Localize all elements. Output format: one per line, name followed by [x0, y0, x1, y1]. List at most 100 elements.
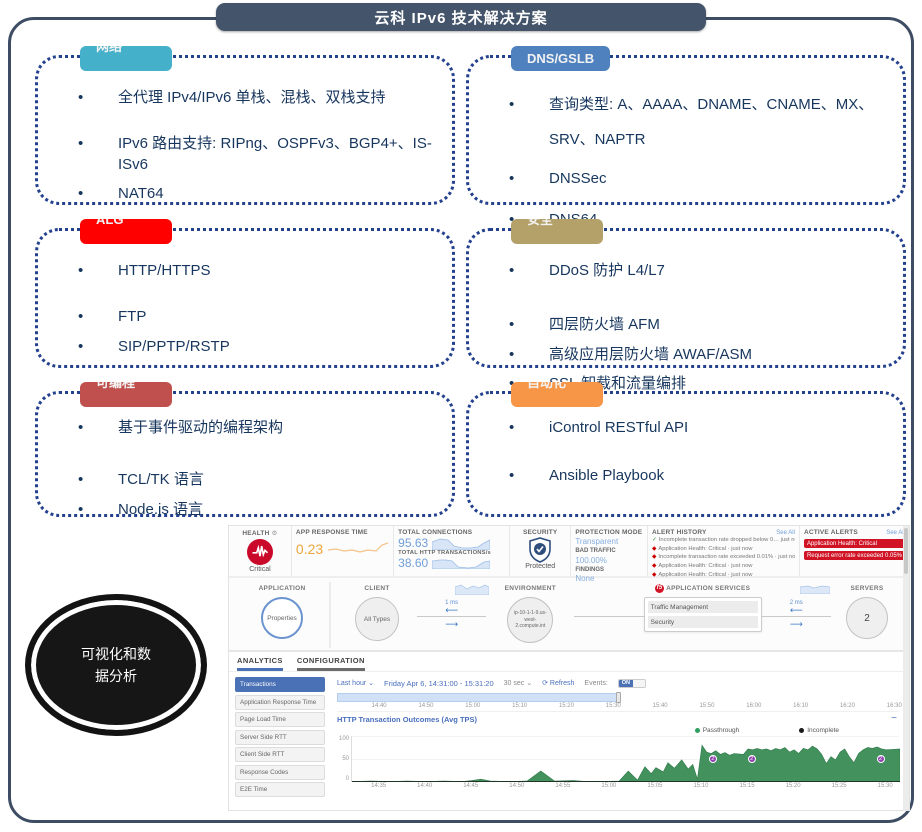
bullet-item: Node.js 语言: [78, 500, 434, 521]
timeline-handle[interactable]: [616, 692, 621, 703]
environment-node[interactable]: ip-10-1-1-9.us-west-2.compute.int: [507, 597, 554, 643]
client-node[interactable]: All Types: [355, 597, 399, 641]
sidebar-item-response-codes[interactable]: Response Codes: [235, 764, 325, 780]
timeline-tick-label: 16:30: [886, 703, 902, 709]
client-column: CLIENT All Types: [337, 582, 417, 648]
toggle-knob: [633, 679, 646, 687]
dns-gslb-tab: DNS/GSLB: [511, 46, 611, 71]
app-response-time-label: APP RESPONSE TIME: [295, 529, 368, 536]
environment-services-link: [574, 582, 644, 648]
protection-mode-panel: PROTECTION MODE Transparent BAD TRAFFIC …: [571, 526, 648, 583]
range-dropdown[interactable]: Last hour ⌄: [337, 680, 374, 687]
programmable-tab-label: 可编程: [96, 382, 136, 390]
sidebar-item-e2e-time[interactable]: E2E Time: [235, 782, 325, 797]
bullet-item: Ansible Playbook: [509, 466, 885, 487]
bullet-item: 查询类型: A、AAAA、DNAME、CNAME、MX、SRV、NAPTR: [509, 88, 885, 157]
sidebar-item-client-side-rtt[interactable]: Client Side RTT: [235, 747, 325, 762]
x-axis: 14:35 14:40 14:45 14:50 14:55 15:00 15:05 15:10…: [351, 782, 899, 790]
service-item-security[interactable]: Security: [647, 616, 758, 628]
timeline-tick-label: 15:10: [512, 703, 528, 709]
x-tick-label: 14:55: [555, 783, 571, 789]
sidebar-item-transactions[interactable]: Transactions: [235, 677, 325, 692]
events-toggle[interactable]: ON: [617, 678, 647, 688]
event-marker[interactable]: 2: [876, 755, 885, 763]
sidebar-item-application-response-time[interactable]: Application Response Time: [235, 694, 325, 710]
legend-incomplete: Incomplete: [799, 727, 839, 734]
feature-box-network: 网络 全代理 IPv4/IPv6 单栈、混栈、双栈支持 IPv6 路由支持: R…: [35, 46, 455, 205]
interval-dropdown[interactable]: 30 sec ⌄: [503, 680, 533, 687]
service-item-traffic-management[interactable]: Traffic Management: [647, 601, 758, 613]
services-box: Traffic Management Security: [643, 597, 762, 632]
alg-tab-label: ALG: [96, 219, 124, 227]
f5-logo-icon: f5: [655, 583, 665, 593]
latency-label: 1 ms: [445, 600, 459, 606]
timeline-tick-label: 15:30: [605, 703, 621, 709]
visualization-ellipse: 可视化和数据分析: [25, 594, 207, 736]
timeline-tick-label: 15:40: [652, 703, 668, 709]
service-map: APPLICATION Properties CLIENT All Types …: [229, 578, 909, 652]
x-tick-label: 15:05: [647, 783, 663, 789]
slide-title: 云科 IPv6 技术解决方案: [216, 3, 706, 31]
environment-label: ENVIRONMENT: [504, 584, 556, 592]
health-strip: HEALTH ⚙ Critical APP RESPONSE TIME 0.23…: [229, 526, 909, 583]
environment-column: ENVIRONMENT ip-10-1-1-9.us-west-2.comput…: [486, 582, 574, 648]
tps-area-chart: [351, 736, 900, 782]
security-bullets: DDoS 防护 L4/L7 四层防火墙 AFM 高级应用层防火墙 AWAF/AS…: [469, 231, 903, 394]
chart-title: HTTP Transaction Outcomes (Avg TPS): [337, 714, 478, 724]
gear-icon[interactable]: ⚙: [271, 530, 278, 537]
timeline-selected-range[interactable]: [337, 693, 618, 702]
event-marker[interactable]: 2: [747, 755, 756, 763]
application-services-column: f5 APPLICATION SERVICES Traffic Managemen…: [643, 582, 762, 648]
tab-analytics[interactable]: ANALYTICS: [237, 656, 283, 671]
tab-configuration[interactable]: CONFIGURATION: [296, 656, 365, 671]
collapse-chart-button[interactable]: −: [891, 713, 897, 724]
bullet-item: IPv6 路由支持: RIPng、OSPFv3、BGP4+、IS-ISv6: [78, 134, 434, 175]
y-tick-label: 0: [345, 776, 349, 782]
bullet-item: 高级应用层防火墙 AWAF/ASM: [509, 345, 885, 366]
alg-tab: ALG: [80, 219, 172, 244]
x-tick-label: 15:20: [785, 783, 801, 789]
events-label: Events:: [584, 679, 608, 687]
feature-box-security: 安全 DDoS 防护 L4/L7 四层防火墙 AFM 高级应用层防火墙 AWAF…: [466, 219, 906, 394]
event-markers-layer: 2 2 2: [351, 755, 899, 765]
programmable-tab: 可编程: [80, 382, 172, 407]
automation-tab-label: 自动化: [527, 382, 567, 390]
sidebar-item-server-side-rtt[interactable]: Server Side RTT: [235, 729, 325, 745]
application-column: APPLICATION Properties: [235, 582, 331, 648]
timeline-tick-label: 14:40: [371, 703, 387, 709]
application-properties-node[interactable]: Properties: [261, 597, 303, 639]
x-tick-label: 15:30: [877, 783, 893, 789]
timeline-scrubber[interactable]: 14:40 14:50 15:00 15:10 15:20 15:30 15:40 15:50…: [337, 692, 902, 712]
scrollbar-thumb[interactable]: [904, 528, 908, 574]
alert-history-see-all-link[interactable]: See All: [776, 529, 795, 536]
events-toggle-state: ON: [618, 679, 634, 687]
sidebar-item-page-load-time[interactable]: Page Load Time: [235, 712, 325, 727]
arrow-left-icon: ⟵: [789, 605, 803, 615]
findings-label: FINDINGS: [575, 566, 604, 573]
event-marker[interactable]: 2: [708, 755, 717, 763]
active-alerts-label: ACTIVE ALERTS: [803, 529, 858, 536]
feature-box-automation: 自动化 iControl RESTful API Ansible Playboo…: [466, 382, 906, 517]
timeline-ticks: 14:40 14:50 15:00 15:10 15:20 15:30 15:40 15:50…: [337, 703, 902, 712]
servers-node[interactable]: 2: [845, 597, 888, 639]
alg-bullets: HTTP/HTTPS FTP SIP/PPTP/RSTP: [38, 231, 452, 357]
transactions-sparkline: [432, 559, 491, 569]
bullet-item: DNSSec: [509, 169, 885, 190]
y-tick-label: 100: [338, 736, 349, 742]
refresh-button[interactable]: ⟳ Refresh: [542, 680, 575, 687]
active-alerts-see-all-link[interactable]: See All: [886, 529, 905, 536]
x-tick-label: 15:10: [693, 783, 709, 789]
findings-value: None: [575, 574, 595, 584]
alert-diamond-icon: ◆: [651, 571, 657, 578]
total-http-label: TOTAL HTTP TRANSACTIONS/s: [398, 550, 491, 556]
response-time-sparkline: [328, 542, 389, 553]
dashboard-scrollbar[interactable]: [903, 526, 909, 810]
x-tick-label: 15:00: [601, 783, 617, 789]
analytics-dashboard-screenshot: HEALTH ⚙ Critical APP RESPONSE TIME 0.23…: [228, 525, 910, 811]
network-bullets: 全代理 IPv4/IPv6 单栈、混栈、双栈支持 IPv6 路由支持: RIPn…: [38, 58, 452, 204]
legend-dot: [799, 728, 805, 733]
arrow-right-icon: ⟶: [445, 619, 459, 629]
alert-diamond-icon: ◆: [651, 545, 657, 552]
chart-panel: HTTP Transaction Outcomes (Avg TPS) − Pa…: [337, 713, 900, 790]
bullet-item: 全代理 IPv4/IPv6 单栈、混栈、双栈支持: [78, 88, 434, 109]
